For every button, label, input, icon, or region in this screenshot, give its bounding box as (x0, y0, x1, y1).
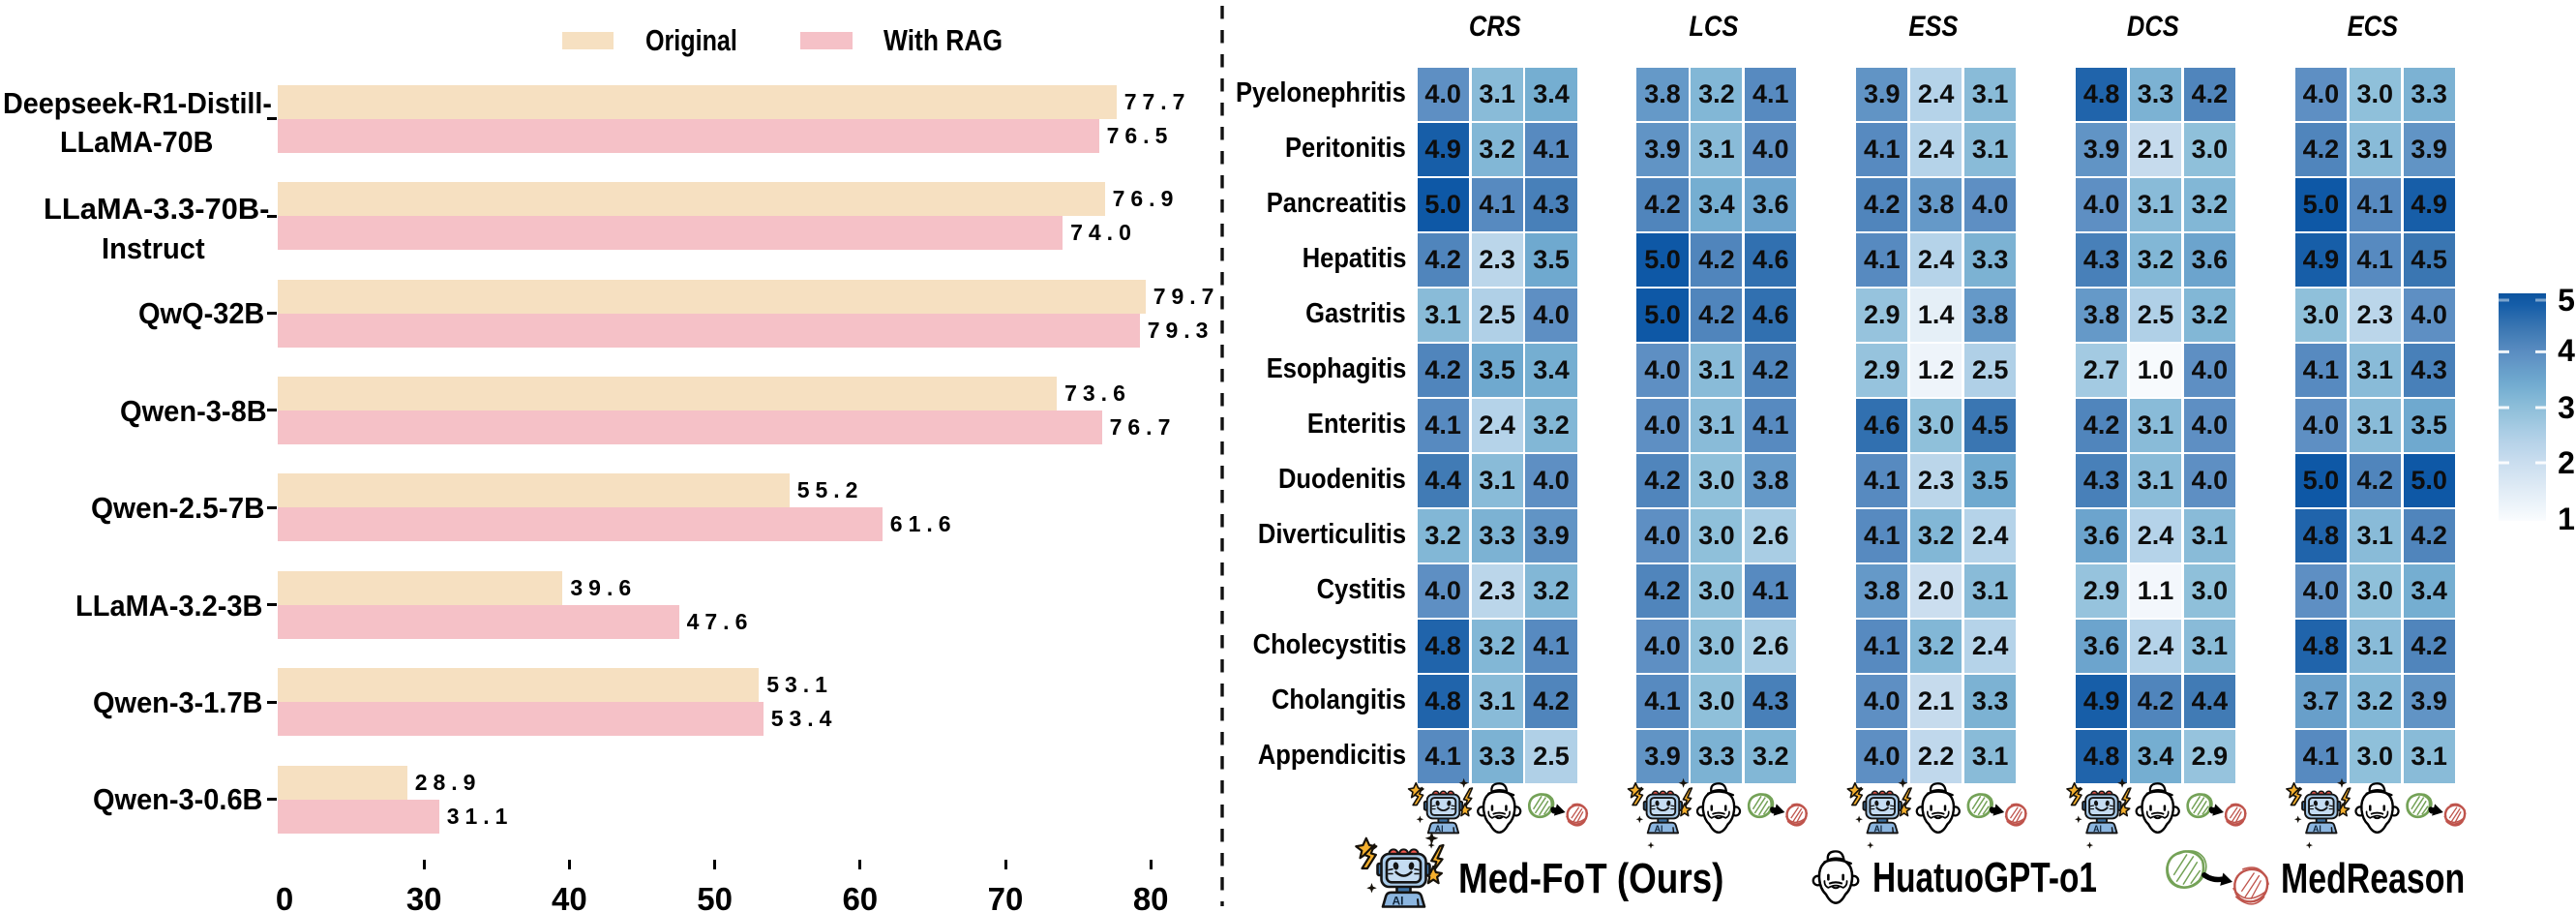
svg-text:AI: AI (1393, 895, 1404, 908)
svg-text:AI: AI (1655, 824, 1663, 834)
svg-text:AI: AI (1873, 824, 1882, 834)
svg-text:AI: AI (2093, 824, 2102, 834)
svg-text:AI: AI (2313, 824, 2321, 834)
svg-text:AI: AI (1435, 824, 1444, 834)
